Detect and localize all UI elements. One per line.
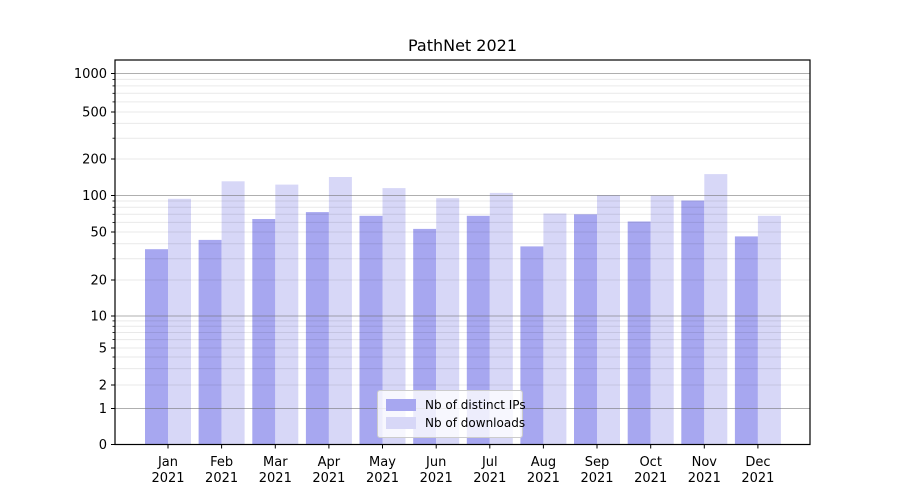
x-tick-year-feb: 2021 (205, 471, 238, 486)
legend-label-distinct-ips: Nb of distinct IPs (425, 398, 526, 412)
x-tick-label-jan: Jan (157, 455, 178, 470)
x-tick-label-jul: Jul (481, 455, 498, 470)
x-tick-label-jun: Jun (425, 455, 446, 470)
bar-ips-mar (252, 219, 276, 445)
x-tick-year-jun: 2021 (420, 471, 453, 486)
x-tick-year-apr: 2021 (312, 471, 345, 486)
x-tick-year-may: 2021 (366, 471, 399, 486)
bar-downloads-apr (328, 177, 352, 445)
legend-item-downloads: Nb of downloads (386, 414, 525, 432)
bar-downloads-jun (436, 198, 460, 445)
x-tick-year-aug: 2021 (527, 471, 560, 486)
plot-border (114, 59, 811, 446)
x-tick-label-aug: Aug (531, 455, 556, 470)
x-tick-year-oct: 2021 (634, 471, 667, 486)
y-tick-label-50: 50 (90, 226, 107, 241)
y-tick-label-0: 0 (99, 438, 107, 453)
y-tick-label-1: 1 (99, 402, 107, 417)
bar-ips-dec (734, 236, 758, 445)
bar-downloads-sep (597, 195, 620, 445)
bar-downloads-oct (650, 195, 674, 445)
y-tick-label-2: 2 (99, 379, 107, 394)
x-tick-year-sep: 2021 (580, 471, 613, 486)
bar-ips-feb (198, 239, 222, 445)
bar-ips-may (359, 215, 383, 445)
legend: Nb of distinct IPs Nb of downloads (377, 390, 526, 438)
y-tick-label-5: 5 (99, 342, 107, 357)
x-tick-label-oct: Oct (639, 455, 661, 470)
x-tick-year-jul: 2021 (473, 471, 506, 486)
x-tick-year-nov: 2021 (688, 471, 721, 486)
x-tick-year-jan: 2021 (151, 471, 184, 486)
bar-ips-jan (145, 249, 168, 445)
bar-ips-oct (627, 221, 651, 445)
x-tick-label-mar: Mar (263, 455, 288, 470)
bar-ips-jul (466, 215, 490, 445)
x-tick-year-mar: 2021 (259, 471, 292, 486)
bar-downloads-nov (704, 174, 728, 445)
bar-downloads-jul (489, 192, 513, 445)
x-tick-label-may: May (369, 455, 396, 470)
legend-label-downloads: Nb of downloads (425, 416, 526, 430)
bars (145, 174, 781, 445)
bar-ips-nov (681, 200, 705, 445)
y-tick-label-20: 20 (90, 274, 107, 289)
y-tick-label-200: 200 (82, 153, 107, 168)
y-tick-label-10: 10 (90, 310, 107, 325)
bar-ips-apr (305, 212, 329, 445)
x-tick-label-sep: Sep (585, 455, 610, 470)
chart-title: PathNet 2021 (407, 36, 518, 55)
bar-downloads-feb (221, 181, 245, 445)
y-tick-label-1000: 1000 (74, 67, 107, 82)
gridlines (115, 73, 810, 409)
legend-item-distinct-ips: Nb of distinct IPs (386, 396, 526, 414)
x-tick-label-apr: Apr (318, 455, 341, 470)
bar-ips-sep (574, 214, 597, 445)
legend-swatch-distinct-ips (386, 399, 416, 411)
bar-downloads-mar (275, 184, 299, 445)
bar-downloads-dec (757, 215, 781, 445)
x-tick-year-dec: 2021 (741, 471, 774, 486)
bar-downloads-aug (543, 213, 567, 445)
x-tick-label-dec: Dec (745, 455, 770, 470)
bar-ips-aug (520, 246, 544, 445)
x-tick-label-feb: Feb (210, 455, 233, 470)
y-tick-label-100: 100 (82, 189, 107, 204)
legend-swatch-downloads (386, 417, 416, 429)
x-axis: Jan2021Feb2021Mar2021Apr2021May2021Jun20… (151, 444, 774, 486)
x-tick-label-nov: Nov (692, 455, 718, 470)
y-tick-label-500: 500 (82, 106, 107, 121)
y-axis: 0 1 2 5 10 20 50 100 200 500 1000 (74, 67, 115, 453)
bar-downloads-jan (168, 198, 191, 445)
